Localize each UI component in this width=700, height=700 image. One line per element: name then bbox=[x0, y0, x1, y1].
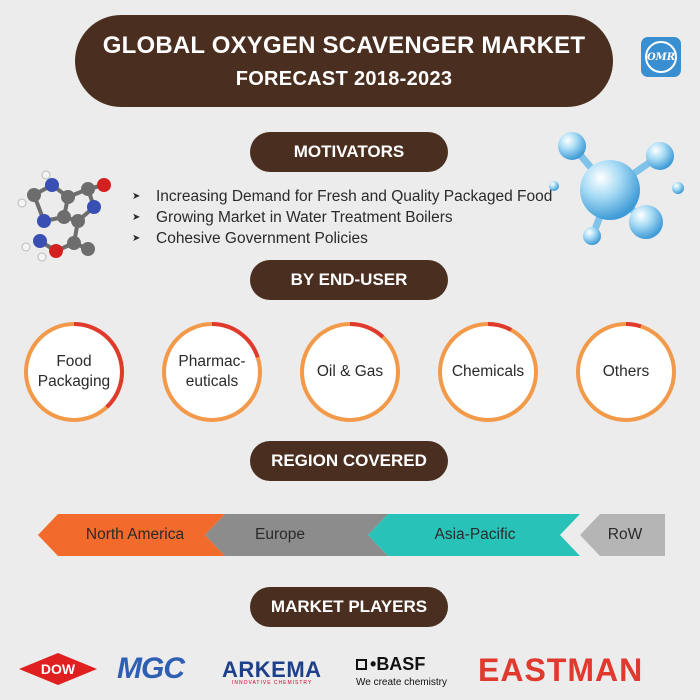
end-user-circle: Food Packaging bbox=[22, 320, 126, 424]
list-item: ➤ Cohesive Government Policies bbox=[132, 230, 368, 247]
list-item: ➤ Increasing Demand for Fresh and Quality… bbox=[132, 188, 553, 205]
mgc-logo: MGC bbox=[117, 652, 185, 685]
chevron-right-icon: ➤ bbox=[132, 191, 141, 202]
region-chevron bbox=[368, 514, 580, 556]
market-players-heading: MARKET PLAYERS bbox=[250, 587, 448, 627]
ring-highlight bbox=[300, 322, 400, 422]
dow-logo: DOW bbox=[18, 652, 98, 691]
end-user-label: Food Packaging bbox=[37, 353, 111, 390]
ring-highlight bbox=[576, 322, 676, 422]
basf-square-icon bbox=[356, 659, 367, 670]
motivators-heading: MOTIVATORS bbox=[250, 132, 448, 172]
chevron-right-icon: ➤ bbox=[132, 212, 141, 223]
end-user-label: Others bbox=[602, 363, 650, 380]
arkema-tagline: INNOVATIVE CHEMISTRY bbox=[232, 680, 313, 686]
region-label-europe: Europe bbox=[255, 526, 305, 543]
page-title: GLOBAL OXYGEN SCAVENGER MARKET bbox=[102, 31, 586, 59]
end-user-circle: Pharmac-euticals bbox=[160, 320, 264, 424]
omr-logo-text: OMR bbox=[645, 41, 677, 73]
title-banner: GLOBAL OXYGEN SCAVENGER MARKET FORECAST … bbox=[75, 15, 613, 107]
end-user-label: Pharmac-euticals bbox=[178, 353, 246, 390]
svg-text:DOW: DOW bbox=[41, 661, 76, 677]
region-label-asia-pacific: Asia-Pacific bbox=[434, 526, 516, 543]
molecule-ball-stick-icon bbox=[17, 170, 111, 262]
basf-tagline: We create chemistry bbox=[356, 677, 447, 688]
end-user-label: Oil & Gas bbox=[316, 363, 384, 380]
region-label-north-america: North America bbox=[85, 526, 185, 543]
region-chevron bbox=[205, 514, 388, 556]
end-user-label: Chemicals bbox=[451, 363, 525, 380]
end-user-heading: BY END-USER bbox=[250, 260, 448, 300]
basf-logo: • BASF We create chemistry bbox=[356, 654, 447, 688]
region-chevron bbox=[580, 514, 665, 556]
eastman-logo: EASTMAN bbox=[478, 652, 644, 688]
region-heading: REGION COVERED bbox=[250, 441, 448, 481]
region-chevrons bbox=[38, 514, 665, 556]
end-user-circle: Others bbox=[574, 320, 678, 424]
region-label-row: RoW bbox=[607, 526, 643, 543]
omr-logo: OMR bbox=[641, 37, 681, 77]
motivators-list: ➤ Increasing Demand for Fresh and Quality… bbox=[132, 186, 552, 249]
page-subtitle: FORECAST 2018-2023 bbox=[235, 67, 453, 90]
list-item: ➤ Growing Market in Water Treatment Boile… bbox=[132, 209, 453, 226]
end-user-circle: Chemicals bbox=[436, 320, 540, 424]
ring-highlight bbox=[438, 322, 538, 422]
region-chevron bbox=[38, 514, 225, 556]
ring-highlight bbox=[162, 322, 262, 422]
arkema-logo: ARKEMA bbox=[222, 657, 322, 682]
molecule-bubbles-icon bbox=[549, 132, 684, 245]
end-user-circle: Oil & Gas bbox=[298, 320, 402, 424]
chevron-right-icon: ➤ bbox=[132, 233, 141, 244]
ring-highlight bbox=[24, 322, 124, 422]
